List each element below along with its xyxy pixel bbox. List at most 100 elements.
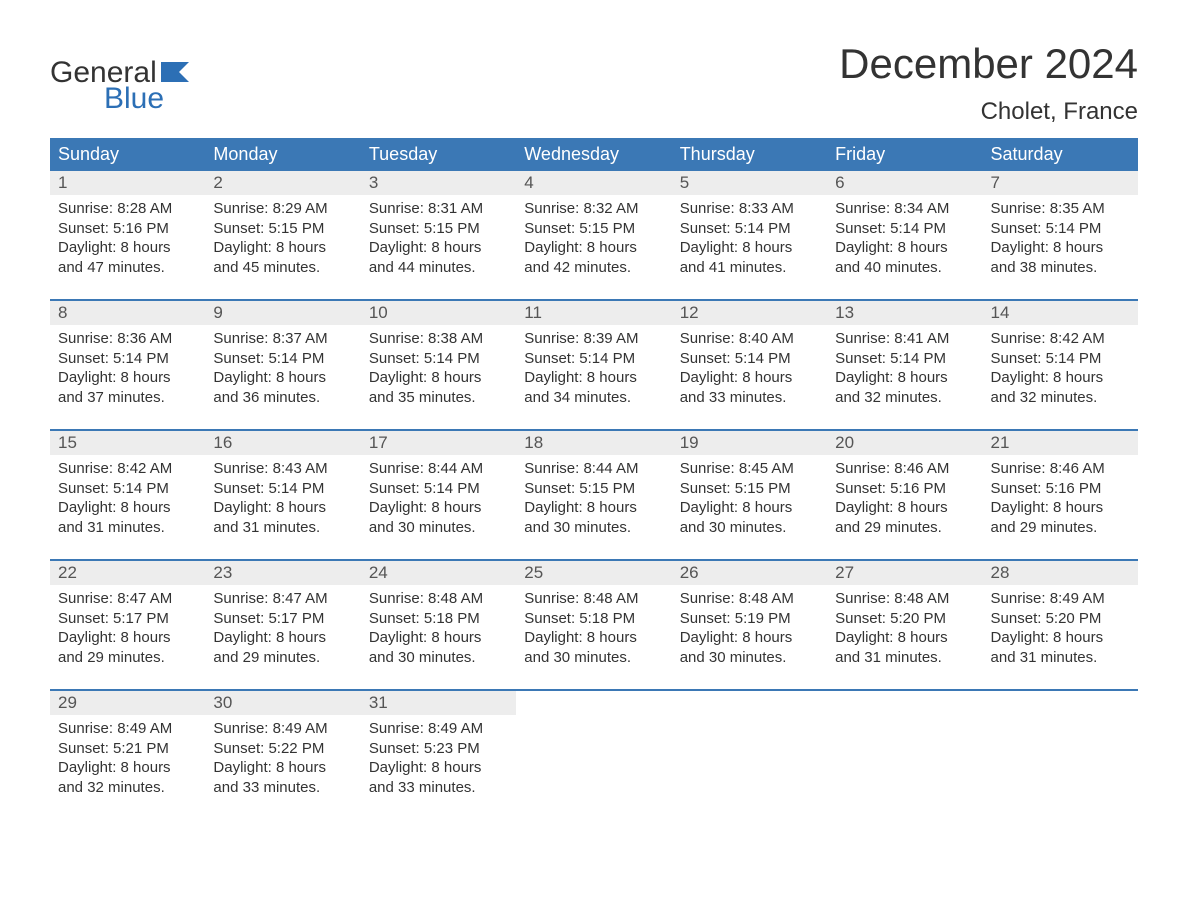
d2-line: and 36 minutes. bbox=[213, 388, 352, 408]
day-cell bbox=[516, 691, 671, 805]
day-cell: 8Sunrise: 8:36 AMSunset: 5:14 PMDaylight… bbox=[50, 301, 205, 415]
d1-line: Daylight: 8 hours bbox=[835, 238, 974, 258]
day-number: 17 bbox=[369, 433, 388, 452]
d2-line: and 30 minutes. bbox=[369, 518, 508, 538]
sunrise-line: Sunrise: 8:29 AM bbox=[213, 199, 352, 219]
sunset-line: Sunset: 5:18 PM bbox=[524, 609, 663, 629]
day-number-row: 20 bbox=[827, 431, 982, 455]
sunrise-line: Sunrise: 8:34 AM bbox=[835, 199, 974, 219]
sunset-line: Sunset: 5:16 PM bbox=[58, 219, 197, 239]
sunrise-line: Sunrise: 8:35 AM bbox=[991, 199, 1130, 219]
day-number-row: 15 bbox=[50, 431, 205, 455]
d2-line: and 40 minutes. bbox=[835, 258, 974, 278]
day-body: Sunrise: 8:39 AMSunset: 5:14 PMDaylight:… bbox=[516, 325, 671, 415]
d2-line: and 30 minutes. bbox=[680, 518, 819, 538]
day-number: 29 bbox=[58, 693, 77, 712]
d1-line: Daylight: 8 hours bbox=[369, 368, 508, 388]
sunset-line: Sunset: 5:15 PM bbox=[680, 479, 819, 499]
day-body: Sunrise: 8:35 AMSunset: 5:14 PMDaylight:… bbox=[983, 195, 1138, 285]
sunrise-line: Sunrise: 8:47 AM bbox=[213, 589, 352, 609]
d2-line: and 45 minutes. bbox=[213, 258, 352, 278]
sunrise-line: Sunrise: 8:43 AM bbox=[213, 459, 352, 479]
day-cell: 13Sunrise: 8:41 AMSunset: 5:14 PMDayligh… bbox=[827, 301, 982, 415]
day-body: Sunrise: 8:41 AMSunset: 5:14 PMDaylight:… bbox=[827, 325, 982, 415]
day-cell: 29Sunrise: 8:49 AMSunset: 5:21 PMDayligh… bbox=[50, 691, 205, 805]
d2-line: and 34 minutes. bbox=[524, 388, 663, 408]
sunset-line: Sunset: 5:14 PM bbox=[835, 349, 974, 369]
day-body: Sunrise: 8:45 AMSunset: 5:15 PMDaylight:… bbox=[672, 455, 827, 545]
day-number-row: 28 bbox=[983, 561, 1138, 585]
sunset-line: Sunset: 5:15 PM bbox=[369, 219, 508, 239]
day-number-row: 26 bbox=[672, 561, 827, 585]
calendar: SundayMondayTuesdayWednesdayThursdayFrid… bbox=[50, 138, 1138, 805]
day-number: 3 bbox=[369, 173, 378, 192]
d1-line: Daylight: 8 hours bbox=[58, 628, 197, 648]
d2-line: and 30 minutes. bbox=[524, 518, 663, 538]
sunrise-line: Sunrise: 8:49 AM bbox=[369, 719, 508, 739]
day-cell: 6Sunrise: 8:34 AMSunset: 5:14 PMDaylight… bbox=[827, 171, 982, 285]
day-number: 23 bbox=[213, 563, 232, 582]
day-cell: 21Sunrise: 8:46 AMSunset: 5:16 PMDayligh… bbox=[983, 431, 1138, 545]
d1-line: Daylight: 8 hours bbox=[835, 498, 974, 518]
day-body: Sunrise: 8:42 AMSunset: 5:14 PMDaylight:… bbox=[983, 325, 1138, 415]
day-number: 27 bbox=[835, 563, 854, 582]
sunset-line: Sunset: 5:15 PM bbox=[213, 219, 352, 239]
sunrise-line: Sunrise: 8:49 AM bbox=[213, 719, 352, 739]
day-number-row: 2 bbox=[205, 171, 360, 195]
d1-line: Daylight: 8 hours bbox=[213, 368, 352, 388]
day-number: 22 bbox=[58, 563, 77, 582]
day-number-row: 10 bbox=[361, 301, 516, 325]
sunset-line: Sunset: 5:14 PM bbox=[835, 219, 974, 239]
day-cell: 2 Sunrise: 8:29 AMSunset: 5:15 PMDaylight… bbox=[205, 171, 360, 285]
d2-line: and 32 minutes. bbox=[991, 388, 1130, 408]
sunrise-line: Sunrise: 8:47 AM bbox=[58, 589, 197, 609]
day-cell: 17 Sunrise: 8:44 AMSunset: 5:14 PMDayligh… bbox=[361, 431, 516, 545]
sunrise-line: Sunrise: 8:48 AM bbox=[835, 589, 974, 609]
day-body: Sunrise: 8:47 AMSunset: 5:17 PMDaylight:… bbox=[50, 585, 205, 675]
d1-line: Daylight: 8 hours bbox=[680, 368, 819, 388]
day-body: Sunrise: 8:44 AMSunset: 5:14 PMDaylight:… bbox=[361, 455, 516, 545]
day-cell: 7Sunrise: 8:35 AMSunset: 5:14 PMDaylight… bbox=[983, 171, 1138, 285]
sunrise-line: Sunrise: 8:49 AM bbox=[991, 589, 1130, 609]
d1-line: Daylight: 8 hours bbox=[213, 238, 352, 258]
day-cell bbox=[672, 691, 827, 805]
sunrise-line: Sunrise: 8:46 AM bbox=[835, 459, 974, 479]
day-cell: 15Sunrise: 8:42 AMSunset: 5:14 PMDayligh… bbox=[50, 431, 205, 545]
day-body: Sunrise: 8:48 AMSunset: 5:19 PMDaylight:… bbox=[672, 585, 827, 675]
day-number: 16 bbox=[213, 433, 232, 452]
day-body: Sunrise: 8:49 AMSunset: 5:20 PMDaylight:… bbox=[983, 585, 1138, 675]
day-number: 11 bbox=[524, 303, 542, 322]
sunrise-line: Sunrise: 8:32 AM bbox=[524, 199, 663, 219]
day-body: Sunrise: 8:40 AMSunset: 5:14 PMDaylight:… bbox=[672, 325, 827, 415]
day-body: Sunrise: 8:37 AMSunset: 5:14 PMDaylight:… bbox=[205, 325, 360, 415]
day-cell: 12 Sunrise: 8:40 AMSunset: 5:14 PMDayligh… bbox=[672, 301, 827, 415]
day-number-row: 23 bbox=[205, 561, 360, 585]
day-number-row: 1 bbox=[50, 171, 205, 195]
day-number: 18 bbox=[524, 433, 543, 452]
day-cell: 14Sunrise: 8:42 AMSunset: 5:14 PMDayligh… bbox=[983, 301, 1138, 415]
day-number-row: 5 bbox=[672, 171, 827, 195]
sunset-line: Sunset: 5:14 PM bbox=[369, 479, 508, 499]
day-cell bbox=[983, 691, 1138, 805]
day-cell bbox=[827, 691, 982, 805]
d1-line: Daylight: 8 hours bbox=[58, 758, 197, 778]
day-cell: 5Sunrise: 8:33 AMSunset: 5:14 PMDaylight… bbox=[672, 171, 827, 285]
day-number-row: 11 bbox=[516, 301, 671, 325]
day-number: 20 bbox=[835, 433, 854, 452]
day-body: Sunrise: 8:31 AMSunset: 5:15 PMDaylight:… bbox=[361, 195, 516, 285]
day-number: 12 bbox=[680, 303, 699, 322]
logo-text-blue: Blue bbox=[104, 82, 189, 116]
d2-line: and 29 minutes. bbox=[58, 648, 197, 668]
d1-line: Daylight: 8 hours bbox=[369, 238, 508, 258]
day-number: 1 bbox=[58, 173, 67, 192]
day-cell: 28Sunrise: 8:49 AMSunset: 5:20 PMDayligh… bbox=[983, 561, 1138, 675]
d2-line: and 29 minutes. bbox=[835, 518, 974, 538]
day-cell: 18Sunrise: 8:44 AMSunset: 5:15 PMDayligh… bbox=[516, 431, 671, 545]
d1-line: Daylight: 8 hours bbox=[524, 368, 663, 388]
sunset-line: Sunset: 5:16 PM bbox=[835, 479, 974, 499]
day-cell: 19Sunrise: 8:45 AMSunset: 5:15 PMDayligh… bbox=[672, 431, 827, 545]
day-body: Sunrise: 8:48 AMSunset: 5:18 PMDaylight:… bbox=[361, 585, 516, 675]
day-number-row: 25 bbox=[516, 561, 671, 585]
sunrise-line: Sunrise: 8:48 AM bbox=[369, 589, 508, 609]
day-number: 2 bbox=[213, 173, 222, 192]
